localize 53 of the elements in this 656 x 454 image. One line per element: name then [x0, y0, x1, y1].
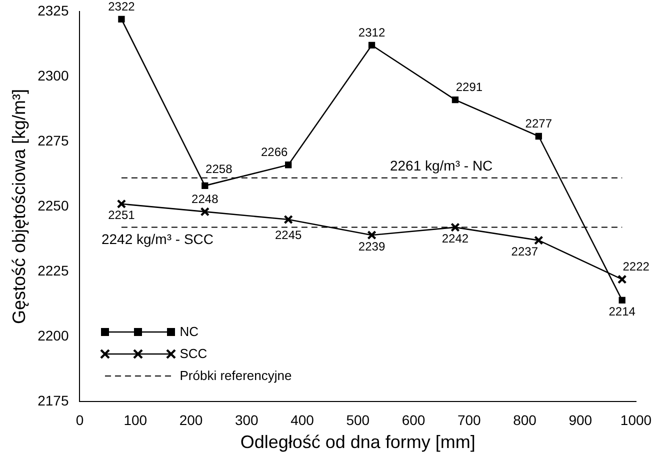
data-label: 2266: [260, 145, 288, 160]
point: [534, 236, 544, 245]
data-label: 2237: [511, 244, 538, 259]
point: [618, 296, 626, 304]
point: [200, 207, 210, 216]
y-tick-label: 2325: [38, 2, 69, 18]
point: [452, 96, 459, 104]
y-tick-label: 2250: [38, 197, 69, 214]
y-tick-label: 2275: [38, 132, 69, 148]
point: [202, 182, 208, 190]
data-label: 2245: [274, 228, 302, 242]
ref-line-label: 2261 kg/m³ - NC: [390, 158, 493, 174]
data-label: 2251: [108, 208, 136, 222]
data-label: 2248: [192, 192, 219, 206]
data-label: 2258: [206, 162, 233, 176]
data-label: 2291: [456, 80, 483, 94]
data-label: 2312: [358, 26, 386, 40]
point: [284, 214, 293, 224]
point: [368, 42, 376, 49]
data-label: 2277: [525, 116, 552, 131]
x-tick-label: 100: [124, 412, 148, 428]
point: [118, 16, 125, 23]
point: [367, 230, 376, 240]
y-tick-label: 2200: [38, 327, 69, 344]
x-tick-label: 900: [568, 412, 592, 428]
x-tick-label: 700: [457, 412, 482, 428]
y-tick-label: 2175: [38, 392, 69, 408]
x-tick-label: 800: [513, 412, 537, 428]
legend-label: NC: [180, 324, 199, 340]
point: [617, 274, 627, 284]
point: [285, 162, 292, 168]
x-tick-label: 1000: [620, 412, 652, 428]
y-tick-label: 2225: [38, 262, 69, 278]
point: [116, 199, 126, 209]
point: [535, 132, 542, 140]
annotation: Próbki referencyjne: [180, 368, 292, 384]
x-axis-title: Odległość od dna formy [mm]: [240, 432, 476, 452]
data-label: 2242: [442, 232, 469, 246]
ref-line-label: 2242 kg/m³ - SCC: [101, 231, 214, 248]
y-tick-label: 2300: [38, 67, 69, 84]
y-axis-title: Gęstość objętościowa [kg/m³]: [8, 88, 29, 324]
data-label: 2214: [608, 304, 636, 318]
data-label: 2239: [358, 239, 386, 254]
x-tick-label: 500: [346, 412, 370, 428]
x-tick-label: 300: [234, 412, 259, 428]
x-tick-label: 0: [76, 412, 84, 428]
x-tick-label: 200: [179, 412, 203, 428]
data-label: 2222: [622, 260, 650, 274]
data-label: 2322: [108, 0, 136, 14]
x-tick-label: 600: [402, 412, 426, 428]
x-tick-label: 400: [290, 412, 314, 428]
point: [450, 222, 460, 232]
legend-label: SCC: [180, 346, 208, 362]
